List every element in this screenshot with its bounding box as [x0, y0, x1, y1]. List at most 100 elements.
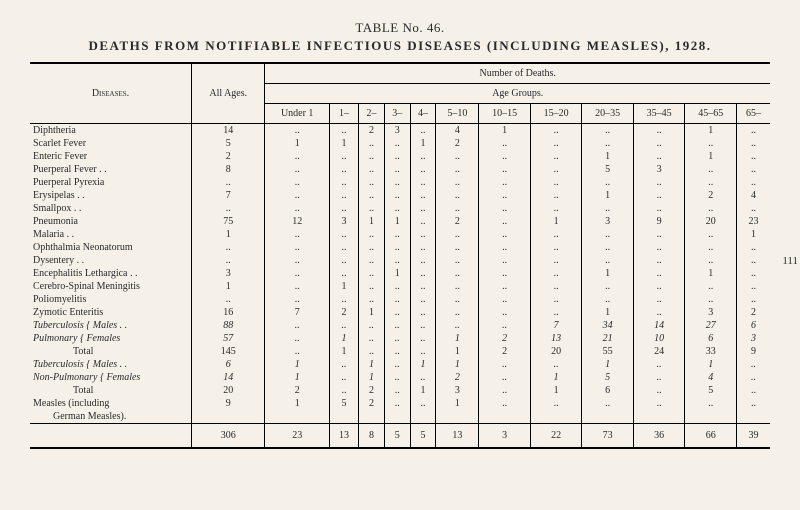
data-cell: 4 — [436, 124, 479, 138]
all-ages-cell: 88 — [192, 319, 265, 332]
table-row: Pneumonia7512311..2..1392023 — [30, 215, 770, 228]
data-cell: .. — [479, 176, 531, 189]
data-cell: .. — [685, 254, 737, 267]
data-cell: 3 — [582, 215, 634, 228]
data-cell: 34 — [582, 319, 634, 332]
all-ages-cell: .. — [192, 254, 265, 267]
data-cell: .. — [633, 150, 685, 163]
data-cell: .. — [436, 280, 479, 293]
data-cell: .. — [530, 150, 582, 163]
data-cell: 1 — [582, 189, 634, 202]
data-cell: 20 — [530, 345, 582, 358]
data-cell: .. — [265, 189, 329, 202]
all-ages-cell: 7 — [192, 189, 265, 202]
data-cell: .. — [329, 241, 358, 254]
data-cell: 1 — [410, 358, 436, 371]
all-ages-cell: .. — [192, 176, 265, 189]
data-cell: 2 — [359, 124, 385, 138]
col-65: 65– — [736, 104, 770, 124]
table-row: Scarlet Fever511....12............ — [30, 137, 770, 150]
total-all: 306 — [192, 424, 265, 449]
disease-name: Dysentery . . — [30, 254, 192, 267]
data-cell: .. — [582, 228, 634, 241]
col-2: 2– — [359, 104, 385, 124]
data-cell: 2 — [479, 345, 531, 358]
data-cell: .. — [265, 280, 329, 293]
data-cell: 1 — [582, 358, 634, 371]
data-cell: .. — [410, 241, 436, 254]
data-cell: .. — [329, 384, 358, 397]
data-cell: .. — [685, 293, 737, 306]
data-cell: 2 — [359, 384, 385, 397]
data-cell: 2 — [436, 371, 479, 384]
table-row: Smallpox . ........................... — [30, 202, 770, 215]
data-cell — [736, 410, 770, 424]
data-cell: 1 — [436, 345, 479, 358]
table-row: Diphtheria14....23..41......1.. — [30, 124, 770, 138]
header-age-groups: Age Groups. — [265, 84, 770, 104]
data-cell: .. — [633, 371, 685, 384]
data-cell: .. — [359, 137, 385, 150]
data-cell: .. — [685, 176, 737, 189]
data-cell: .. — [530, 254, 582, 267]
deaths-table: Diseases. All Ages. Number of Deaths. Ag… — [30, 62, 770, 449]
data-cell: .. — [736, 384, 770, 397]
data-cell: .. — [479, 163, 531, 176]
table-row: German Measles). — [30, 410, 770, 424]
all-ages-cell: 14 — [192, 124, 265, 138]
data-cell: .. — [329, 228, 358, 241]
data-cell: .. — [736, 241, 770, 254]
data-cell: .. — [436, 267, 479, 280]
data-cell: .. — [479, 241, 531, 254]
data-cell: 3 — [685, 306, 737, 319]
data-cell: .. — [359, 293, 385, 306]
all-ages-cell: 75 — [192, 215, 265, 228]
data-cell: .. — [530, 137, 582, 150]
table-row: Enteric Fever2................1..1.. — [30, 150, 770, 163]
data-cell: .. — [359, 280, 385, 293]
data-cell: .. — [436, 241, 479, 254]
totals-row: 306 23 13 8 5 5 13 3 22 73 36 66 39 — [30, 424, 770, 449]
data-cell: .. — [410, 202, 436, 215]
total-c7: 22 — [530, 424, 582, 449]
total-c3: 5 — [384, 424, 410, 449]
data-cell: .. — [736, 163, 770, 176]
data-cell: .. — [633, 124, 685, 138]
data-cell: .. — [582, 137, 634, 150]
data-cell: 5 — [582, 371, 634, 384]
data-cell: .. — [436, 150, 479, 163]
data-cell: .. — [530, 293, 582, 306]
data-cell: .. — [410, 228, 436, 241]
total-c0: 23 — [265, 424, 329, 449]
data-cell: .. — [359, 228, 385, 241]
data-cell: .. — [479, 202, 531, 215]
data-cell: .. — [436, 176, 479, 189]
data-cell: .. — [582, 293, 634, 306]
data-cell: .. — [633, 384, 685, 397]
data-cell: .. — [329, 371, 358, 384]
disease-name: Puerperal Fever . . — [30, 163, 192, 176]
table-row: Zymotic Enteritis16721..........1..32 — [30, 306, 770, 319]
data-cell: .. — [265, 345, 329, 358]
data-cell: .. — [410, 215, 436, 228]
data-cell: .. — [410, 332, 436, 345]
data-cell: .. — [736, 371, 770, 384]
table-row: Encephalitis Lethargica . .3......1.....… — [30, 267, 770, 280]
data-cell: .. — [530, 241, 582, 254]
disease-name: Pneumonia — [30, 215, 192, 228]
total-c2: 8 — [359, 424, 385, 449]
all-ages-cell: 6 — [192, 358, 265, 371]
col-20-35: 20–35 — [582, 104, 634, 124]
data-cell: 6 — [685, 332, 737, 345]
data-cell: .. — [685, 163, 737, 176]
data-cell: 55 — [582, 345, 634, 358]
data-cell: .. — [582, 280, 634, 293]
data-cell: 1 — [685, 124, 737, 138]
data-cell: .. — [530, 228, 582, 241]
data-cell: .. — [265, 176, 329, 189]
data-cell: .. — [436, 202, 479, 215]
data-cell: .. — [359, 345, 385, 358]
data-cell: .. — [410, 371, 436, 384]
col-diseases: Diseases. — [30, 63, 192, 124]
table-body: Diphtheria14....23..41......1..Scarlet F… — [30, 124, 770, 424]
